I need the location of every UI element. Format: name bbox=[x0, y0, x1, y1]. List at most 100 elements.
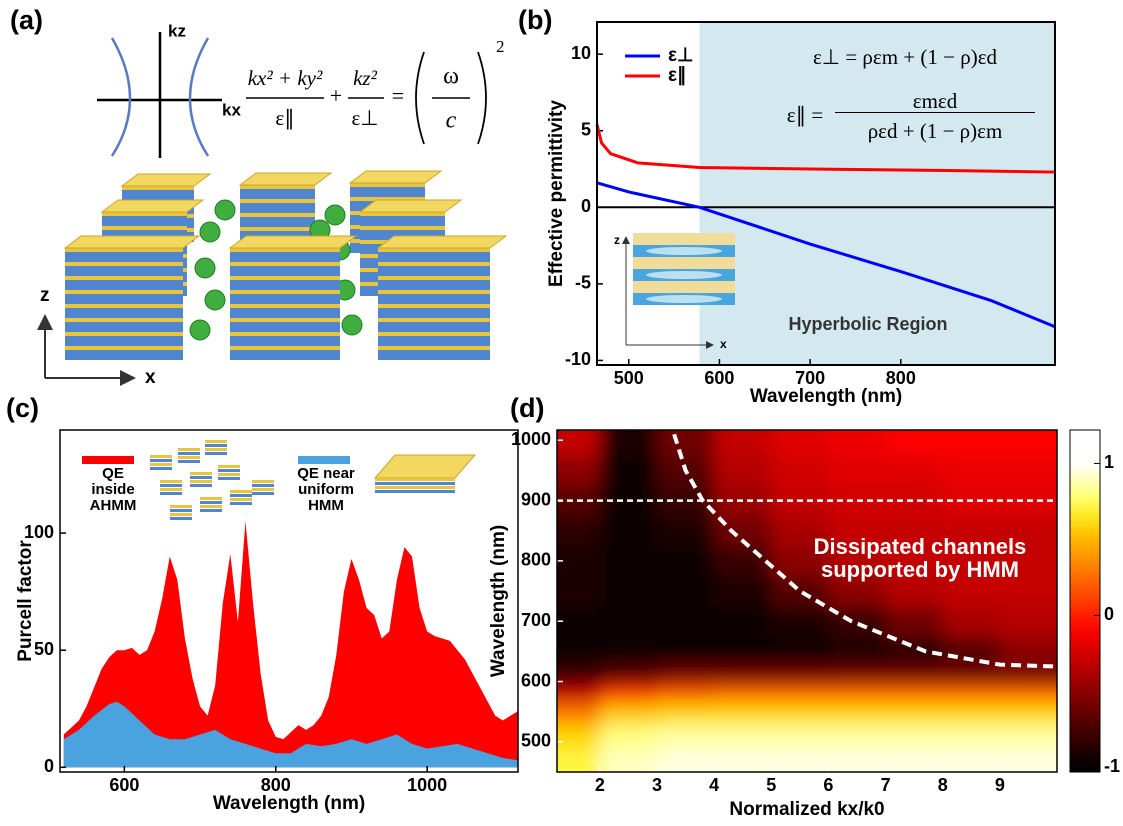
legend-icon bbox=[230, 502, 252, 505]
x-tick-label: 800 bbox=[886, 368, 916, 388]
y-tick-label: 500 bbox=[521, 731, 551, 751]
colorbar-tick-label: 1 bbox=[1104, 452, 1114, 472]
layer bbox=[65, 308, 183, 318]
series-line bbox=[596, 181, 1056, 329]
layer bbox=[378, 350, 490, 360]
heatmap-cell bbox=[714, 636, 772, 664]
heatmap-cell bbox=[942, 606, 1001, 637]
plot-frame bbox=[59, 429, 519, 773]
layer-top bbox=[100, 199, 205, 213]
heatmap-cell bbox=[999, 702, 1057, 725]
heatmap-cell bbox=[714, 684, 772, 704]
layer bbox=[230, 276, 340, 280]
heatmap-cell bbox=[599, 606, 658, 637]
heatmap-cell bbox=[999, 636, 1057, 664]
heatmap-cell bbox=[657, 747, 715, 772]
heatmap-cell bbox=[557, 515, 601, 547]
layer bbox=[378, 304, 490, 308]
heatmap-cell bbox=[557, 684, 601, 704]
annotation: Hyperbolic Region bbox=[788, 314, 947, 334]
layer bbox=[230, 252, 340, 262]
equation: ρεd + (1 − ρ)εm bbox=[867, 119, 1003, 143]
panel-label: (a) bbox=[10, 5, 43, 35]
layer bbox=[378, 290, 490, 294]
inset-field bbox=[646, 247, 722, 255]
x-tick-label: 4 bbox=[709, 775, 719, 795]
heatmap-cell bbox=[557, 430, 601, 456]
y-axis-label: Wavelength (nm) bbox=[488, 525, 509, 677]
heatmap-cell bbox=[942, 702, 1001, 725]
layer bbox=[240, 185, 315, 189]
layer bbox=[230, 262, 340, 266]
heatmap-cell bbox=[999, 663, 1057, 686]
heatmap-cell bbox=[599, 747, 658, 772]
x-axis-label: Wavelength (nm) bbox=[750, 386, 902, 407]
legend-icon bbox=[375, 478, 455, 481]
heatmap-cell bbox=[657, 515, 715, 547]
legend-icon bbox=[160, 488, 182, 491]
layer-top bbox=[358, 199, 463, 213]
layer bbox=[102, 212, 187, 216]
x-tick-label: 5 bbox=[766, 775, 776, 795]
heatmap-cell bbox=[557, 545, 601, 577]
legend-icon bbox=[375, 482, 455, 485]
heatmap-cell bbox=[557, 455, 601, 486]
heatmap-cell bbox=[942, 684, 1001, 704]
heatmap-cell bbox=[828, 702, 887, 725]
layer bbox=[230, 290, 340, 294]
layer-top bbox=[238, 172, 333, 186]
heatmap-cell bbox=[885, 485, 944, 517]
heatmap-cell bbox=[828, 430, 887, 456]
kz-label: kz bbox=[168, 21, 186, 40]
y-tick-label: 1000 bbox=[511, 429, 551, 449]
layer bbox=[102, 230, 187, 240]
legend-icon bbox=[150, 459, 172, 462]
layer bbox=[378, 336, 490, 346]
equation: ε⊥ = ρεm + (1 − ρ)εd bbox=[812, 45, 998, 69]
layer bbox=[65, 280, 183, 290]
layer bbox=[65, 346, 183, 350]
legend-icon bbox=[178, 452, 200, 455]
panel-label: (c) bbox=[6, 393, 39, 423]
heatmap-cell bbox=[999, 684, 1057, 704]
x-tick-label: 8 bbox=[938, 775, 948, 795]
legend-label: QE near uniform HMM bbox=[297, 465, 355, 514]
layer bbox=[240, 217, 315, 227]
layer bbox=[230, 266, 340, 276]
layer bbox=[360, 216, 445, 226]
y-tick-label: 0 bbox=[581, 196, 591, 216]
layer bbox=[378, 280, 490, 290]
layer bbox=[240, 189, 315, 199]
legend-icon bbox=[375, 486, 455, 489]
layer-top bbox=[63, 235, 201, 249]
heatmap-cell bbox=[557, 636, 601, 664]
legend-label: ε⊥ bbox=[668, 45, 694, 66]
hyperbola bbox=[188, 37, 210, 157]
layer bbox=[230, 248, 340, 252]
quantum-emitter bbox=[204, 289, 226, 311]
y-tick-label: -10 bbox=[565, 349, 591, 369]
layer bbox=[378, 276, 490, 280]
legend-icon bbox=[230, 494, 252, 497]
eq-omega: ω bbox=[443, 64, 459, 90]
x-tick-label: 7 bbox=[881, 775, 891, 795]
heatmap-cell bbox=[999, 606, 1057, 637]
y-tick-label: 600 bbox=[521, 670, 551, 690]
ahmm-illustration bbox=[63, 170, 508, 360]
x-tick-label: 500 bbox=[614, 368, 644, 388]
layer-top bbox=[120, 173, 212, 187]
legend-icon bbox=[200, 497, 222, 500]
layer bbox=[65, 262, 183, 266]
heatmap-cell bbox=[657, 545, 715, 577]
layer bbox=[230, 332, 340, 336]
legend-icon bbox=[252, 484, 274, 487]
legend-icon bbox=[150, 467, 172, 470]
x-axis-label: Normalized kx/k0 bbox=[729, 799, 884, 820]
quantum-emitter bbox=[341, 314, 363, 336]
layer bbox=[65, 318, 183, 322]
heatmap-cell bbox=[657, 575, 715, 607]
legend-icon bbox=[160, 484, 182, 487]
legend-label: QE inside AHMM bbox=[89, 465, 137, 514]
heatmap-cell bbox=[942, 545, 1001, 577]
heatmap-cell bbox=[599, 515, 658, 547]
